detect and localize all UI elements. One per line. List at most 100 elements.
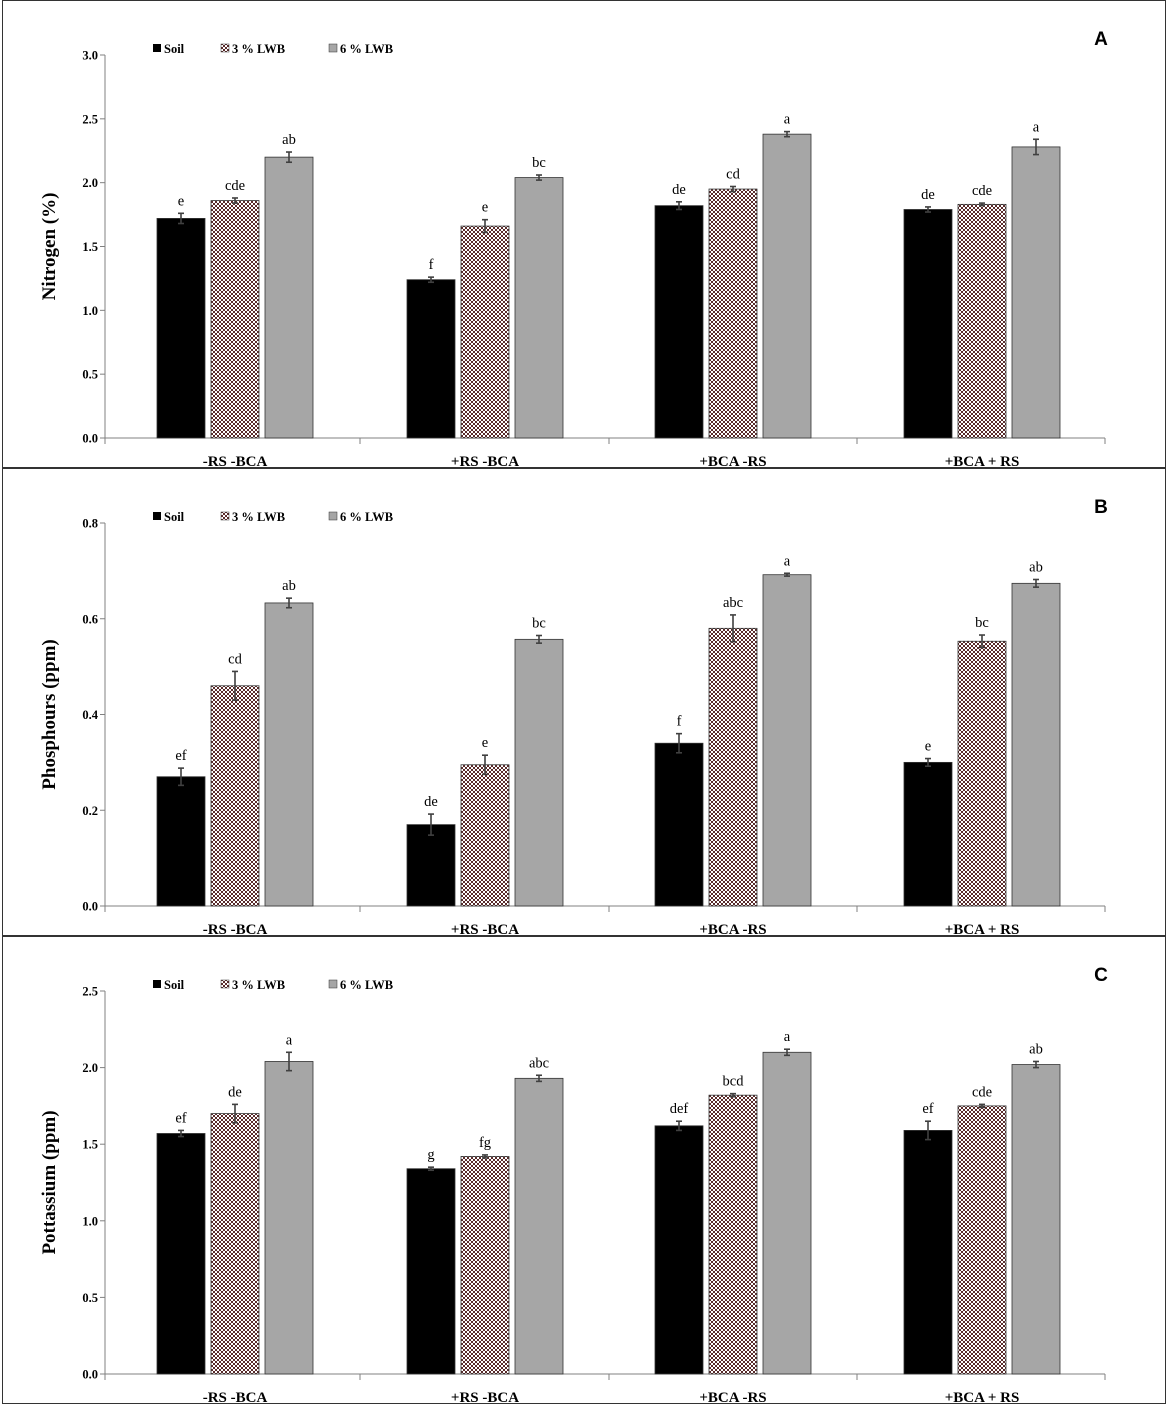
y-axis-label: Phosphours (ppm) [39,639,60,789]
legend-swatch [220,511,230,521]
significance-letter: ab [282,132,296,148]
significance-letter: ab [1029,559,1043,575]
legend-label: 3 % LWB [232,978,285,992]
x-category-label: +RS -BCA [451,1390,519,1403]
y-tick-label: 1.0 [82,304,98,318]
legend-swatch [328,979,338,989]
significance-letter: abc [723,595,743,611]
significance-letter: a [784,553,791,569]
y-tick-label: 2.5 [82,985,98,999]
y-tick-label: 0.2 [82,804,98,818]
legend-swatch [328,43,338,53]
y-tick-label: 1.0 [82,1214,98,1228]
x-category-label: -RS -BCA [203,454,268,467]
bar [762,574,812,907]
bar [708,188,758,439]
legend-swatch [328,511,338,521]
y-tick-label: 0.0 [82,900,98,914]
y-tick-label: 2.0 [82,1061,98,1075]
panel-label: A [1094,29,1108,50]
significance-letter: e [482,200,488,216]
chart-potassium: 0.0 0.5 1.0 1.5 2.0 2.5 Pottassium (ppm) -RS -B… [39,965,1108,1403]
bar [957,203,1007,439]
significance-letter: de [672,182,686,198]
x-category-label: +BCA + RS [945,454,1020,467]
y-tick-label: 0.5 [82,1291,98,1305]
significance-letter: a [784,1029,791,1045]
bar [406,1168,456,1375]
panel-phosphorus: 0.0 0.2 0.4 0.6 0.8 Phosphours (ppm) -RS -BCA +… [2,468,1166,936]
chart-nitrogen: 0.0 0.5 1.0 1.5 2.0 2.5 3.0 Nitrogen (%) -RS -BC… [39,29,1108,467]
panel-label: C [1094,965,1108,986]
legend-label: 3 % LWB [232,510,285,524]
bar [514,1077,564,1375]
significance-letter: a [286,1032,293,1048]
bar [460,1156,510,1375]
significance-letter: cd [228,651,242,667]
significance-letter: ef [175,748,186,764]
y-tick-label: 0.4 [82,708,98,722]
significance-letter: a [784,112,791,128]
legend-swatch [153,512,161,520]
panel-label: B [1094,497,1108,518]
bar [1011,582,1061,907]
significance-letter: ab [282,578,296,594]
x-category-label: +BCA + RS [945,922,1020,935]
significance-letter: de [424,794,438,810]
x-category-label: +BCA + RS [945,1390,1020,1403]
legend-swatch [220,43,230,53]
x-category-label: +RS -BCA [451,922,519,935]
panel-potassium: 0.0 0.5 1.0 1.5 2.0 2.5 Pottassium (ppm) -RS -B… [2,936,1166,1404]
y-tick-label: 0.8 [82,517,98,531]
x-category-label: +BCA -RS [699,1390,766,1403]
legend-label: 3 % LWB [232,42,285,56]
legend-swatch [153,980,161,988]
significance-letter: de [228,1084,242,1100]
bar [903,209,953,439]
bar [460,225,510,439]
significance-letter: cde [972,1084,992,1100]
significance-letter: def [670,1101,689,1117]
bar [957,1105,1007,1375]
significance-letter: ef [175,1110,186,1126]
legend-label: Soil [164,978,185,992]
bar [514,638,564,907]
significance-letter: cde [225,178,245,194]
bar [406,279,456,439]
y-axis-label: Pottassium (ppm) [39,1110,60,1254]
bar [903,761,953,907]
bar [210,200,260,439]
significance-letter: bc [532,616,546,632]
legend-swatch [153,44,161,52]
bar [264,602,314,907]
x-category-label: -RS -BCA [203,1390,268,1403]
y-tick-label: 0.0 [82,432,98,446]
y-tick-label: 0.0 [82,1368,98,1382]
bar [1011,146,1061,439]
significance-letter: de [921,187,935,203]
bar [708,627,758,907]
bar [1011,1064,1061,1375]
significance-letter: a [1033,119,1040,135]
legend-swatch [220,979,230,989]
bar [460,764,510,907]
y-tick-label: 0.6 [82,612,98,626]
y-tick-label: 1.5 [82,240,98,254]
bar [762,133,812,439]
legend-label: 6 % LWB [340,978,393,992]
significance-letter: e [925,739,931,755]
bar [708,1094,758,1375]
bar [762,1051,812,1375]
bar [957,640,1007,907]
significance-letter: cde [972,183,992,199]
x-category-label: +BCA -RS [699,922,766,935]
x-category-label: -RS -BCA [203,922,268,935]
significance-letter: g [427,1147,434,1163]
chart-phosphorus: 0.0 0.2 0.4 0.6 0.8 Phosphours (ppm) -RS -BCA +… [39,497,1108,935]
x-category-label: +RS -BCA [451,454,519,467]
bar [156,1133,206,1375]
significance-letter: cd [726,166,740,182]
bar [210,1113,260,1375]
significance-letter: bcd [723,1074,745,1090]
significance-letter: e [482,735,488,751]
